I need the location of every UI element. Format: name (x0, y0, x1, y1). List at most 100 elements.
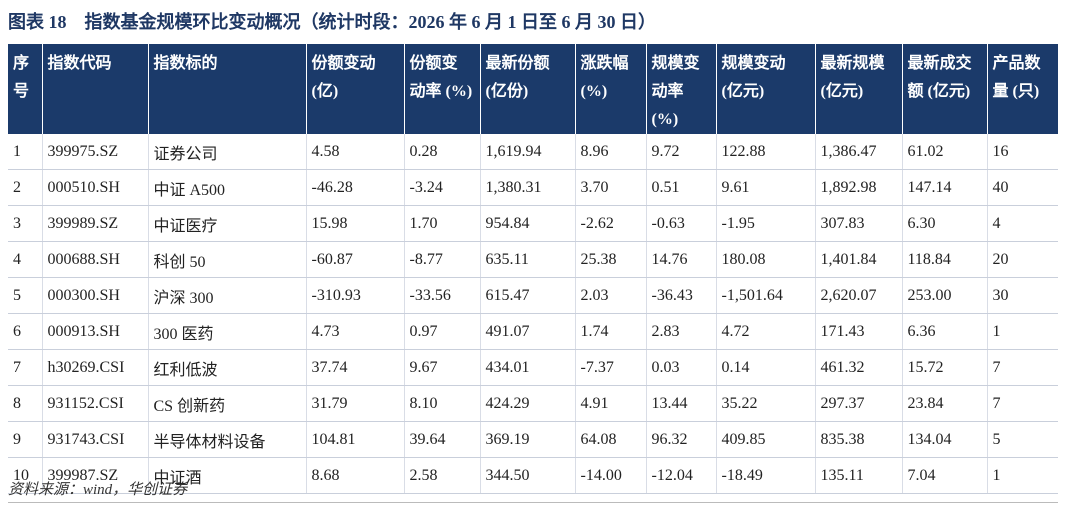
header-cell: 最新成交额 (亿元) (901, 44, 987, 134)
table-row: 5 000300.SH 沪深 300 -310.93 -33.56 615.47 2.03-… (8, 277, 1058, 314)
table-cell: 13.44 (645, 385, 716, 422)
table-cell: 7.04 (901, 457, 987, 494)
header-cell: 最新份额 (亿份) (479, 44, 575, 134)
table-cell: 2,620.07 (814, 277, 902, 314)
header-cell: 规模变 动率 (%) (645, 44, 716, 134)
table-cell: 954.84 (479, 205, 575, 242)
table-cell: 000688.SH (41, 241, 148, 278)
table-cell: 134.04 (901, 421, 987, 458)
table-cell: 中证酒 (147, 457, 306, 494)
table-cell: 300 医药 (147, 313, 306, 350)
table-cell: 10 (8, 457, 42, 494)
title: 图表 18 指数基金规模环比变动概况（统计时段：2026 年 6 月 1 日至 … (8, 12, 656, 32)
table-cell: 369.19 (479, 421, 575, 458)
table-cell: 23.84 (901, 385, 987, 422)
table-cell: 沪深 300 (147, 277, 306, 314)
table-cell: 931152.CSI (41, 385, 148, 422)
table-cell: 118.84 (901, 241, 987, 278)
table-cell: 科创 50 (147, 241, 306, 278)
header-line: 份额变 (409, 55, 458, 72)
header-line: 涨跌幅 (580, 55, 629, 72)
table-cell: -310.93 (305, 277, 404, 314)
table-cell: 1.70 (403, 205, 480, 242)
table-cell: 8.68 (305, 457, 404, 494)
table-cell: 835.38 (814, 421, 902, 458)
header-line: 最新规模 (820, 55, 885, 72)
table-cell: 635.11 (479, 241, 575, 278)
table-cell: -12.04 (645, 457, 716, 494)
header-line: 量 (只) (992, 83, 1040, 100)
table-cell: 5 (986, 421, 1058, 458)
table-cell: 0.14 (715, 349, 815, 386)
header-cell: 涨跌幅 (%) (574, 44, 646, 134)
table-cell: 9.67 (403, 349, 480, 386)
table-cell: 4 (8, 241, 42, 278)
table-cell: 3.70 (574, 169, 646, 206)
table-cell: -18.49 (715, 457, 815, 494)
header-line: 指数标的 (153, 55, 218, 72)
table-cell: 1,892.98 (814, 169, 902, 206)
header-line: 额 (亿元) (907, 83, 971, 100)
table-cell: 7 (8, 349, 42, 386)
table-cell: 37.74 (305, 349, 404, 386)
table-cell: -14.00 (574, 457, 646, 494)
table-cell: 4.72 (715, 313, 815, 350)
table-cell: 半导体材料设备 (147, 421, 306, 458)
table-cell: 297.37 (814, 385, 902, 422)
table-row: 10 399987.SZ 中证酒 8.68 2.58 344.50 -14.00 -12.04… (8, 457, 1058, 494)
table-cell: 4.91 (574, 385, 646, 422)
header-line: 规模变动 (721, 55, 786, 72)
table-row: 8 931152.CSI CS 创新药 31.79 8.10 424.29 4.91 13.4… (8, 385, 1058, 422)
header-cell: 规模变动 (亿元) (715, 44, 815, 134)
table-cell: 7 (986, 349, 1058, 386)
header-line: 产品数 (992, 55, 1041, 72)
header-line: 号 (13, 83, 30, 100)
table-cell: 证券公司 (147, 134, 306, 170)
header-line: 最新成交 (907, 55, 972, 72)
table-cell: 39.64 (403, 421, 480, 458)
header-cell: 份额变动 (亿) (305, 44, 404, 134)
table-cell: 2.03 (574, 277, 646, 314)
table-cell: 30 (986, 277, 1058, 314)
table-cell: 434.01 (479, 349, 575, 386)
table-cell: -3.24 (403, 169, 480, 206)
header-line: (%) (580, 83, 608, 100)
table-cell: 6.30 (901, 205, 987, 242)
table-cell: 15.72 (901, 349, 987, 386)
table-cell: 1,380.31 (479, 169, 575, 206)
header-row: 序号指数代码 指数标的 份额变动 (亿) 份额变 动率 (%) 最新份额 (亿份) 涨跌幅 (%)… (8, 44, 1058, 134)
table-cell: 000913.SH (41, 313, 148, 350)
header-cell: 指数标的 (147, 44, 306, 134)
table-cell: -1.95 (715, 205, 815, 242)
header-line: 规模变 (651, 55, 700, 72)
table-cell: 1,386.47 (814, 134, 902, 170)
table-cell: -8.77 (403, 241, 480, 278)
table-cell: 1,401.84 (814, 241, 902, 278)
table-cell: 409.85 (715, 421, 815, 458)
table-cell: h30269.CSI (41, 349, 148, 386)
table-cell: 0.28 (403, 134, 480, 170)
table-cell: 4.58 (305, 134, 404, 170)
header-line: (亿) (311, 83, 339, 100)
table-cell: 5 (8, 277, 42, 314)
table-cell: 2 (8, 169, 42, 206)
table-cell: 35.22 (715, 385, 815, 422)
table-cell: -60.87 (305, 241, 404, 278)
table-cell: 8.10 (403, 385, 480, 422)
table-cell: 31.79 (305, 385, 404, 422)
table-cell: 9.61 (715, 169, 815, 206)
data-table: 序号指数代码 指数标的 份额变动 (亿) 份额变 动率 (%) 最新份额 (亿份) 涨跌幅 (%)… (8, 44, 1058, 494)
table-cell: 中证医疗 (147, 205, 306, 242)
table-cell: 16 (986, 134, 1058, 170)
header-cell: 产品数量 (只) (986, 44, 1058, 134)
table-cell: 96.32 (645, 421, 716, 458)
table-row: 1 399975.SZ 证券公司 4.58 0.28 1,619.94 8.96 9.72 12… (8, 134, 1058, 170)
table-cell: 1 (8, 134, 42, 170)
table-cell: 344.50 (479, 457, 575, 494)
table-cell: 61.02 (901, 134, 987, 170)
table-cell: 4.73 (305, 313, 404, 350)
table-cell: CS 创新药 (147, 385, 306, 422)
table-cell: 40 (986, 169, 1058, 206)
table-cell: 135.11 (814, 457, 902, 494)
